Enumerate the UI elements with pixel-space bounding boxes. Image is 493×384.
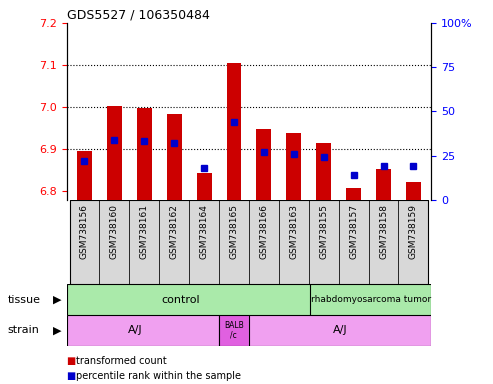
- Bar: [167, 114, 182, 200]
- Text: GSM738155: GSM738155: [319, 204, 328, 259]
- Bar: [346, 188, 361, 200]
- Text: BALB
/c: BALB /c: [224, 321, 244, 340]
- Text: GSM738164: GSM738164: [200, 204, 209, 259]
- Text: GSM738160: GSM738160: [110, 204, 119, 259]
- Text: tissue: tissue: [7, 295, 40, 305]
- Bar: [310, 284, 431, 315]
- Bar: [67, 315, 218, 346]
- Bar: [100, 200, 129, 284]
- Text: GSM738165: GSM738165: [230, 204, 239, 259]
- Text: GSM738166: GSM738166: [259, 204, 268, 259]
- Bar: [77, 151, 92, 200]
- Bar: [398, 200, 428, 284]
- Bar: [339, 200, 369, 284]
- Bar: [189, 200, 219, 284]
- Text: A/J: A/J: [128, 325, 142, 335]
- Bar: [249, 315, 431, 346]
- Text: ■: ■: [67, 356, 76, 366]
- Text: GSM738161: GSM738161: [140, 204, 149, 259]
- Bar: [227, 63, 242, 200]
- Bar: [137, 108, 152, 200]
- Bar: [369, 200, 398, 284]
- Text: strain: strain: [7, 325, 39, 335]
- Bar: [286, 133, 301, 200]
- Text: GSM738162: GSM738162: [170, 204, 178, 259]
- Text: GSM738156: GSM738156: [80, 204, 89, 259]
- Text: GSM738157: GSM738157: [349, 204, 358, 259]
- Bar: [316, 143, 331, 200]
- Text: control: control: [161, 295, 200, 305]
- Bar: [159, 200, 189, 284]
- Bar: [309, 200, 339, 284]
- Text: A/J: A/J: [333, 325, 348, 335]
- Bar: [218, 315, 249, 346]
- Text: GDS5527 / 106350484: GDS5527 / 106350484: [67, 9, 210, 22]
- Bar: [70, 200, 100, 284]
- Text: ▶: ▶: [53, 325, 62, 335]
- Text: ▶: ▶: [53, 295, 62, 305]
- Bar: [219, 200, 249, 284]
- Bar: [406, 182, 421, 200]
- Text: transformed count: transformed count: [76, 356, 167, 366]
- Text: GSM738158: GSM738158: [379, 204, 388, 259]
- Bar: [107, 106, 122, 200]
- Text: GSM738163: GSM738163: [289, 204, 298, 259]
- Bar: [376, 169, 391, 200]
- Text: GSM738159: GSM738159: [409, 204, 418, 259]
- Text: ■: ■: [67, 371, 76, 381]
- Bar: [256, 129, 271, 200]
- Bar: [249, 200, 279, 284]
- Bar: [279, 200, 309, 284]
- Text: percentile rank within the sample: percentile rank within the sample: [76, 371, 242, 381]
- Bar: [67, 284, 310, 315]
- Bar: [197, 173, 211, 200]
- Text: rhabdomyosarcoma tumor: rhabdomyosarcoma tumor: [311, 295, 430, 304]
- Bar: [129, 200, 159, 284]
